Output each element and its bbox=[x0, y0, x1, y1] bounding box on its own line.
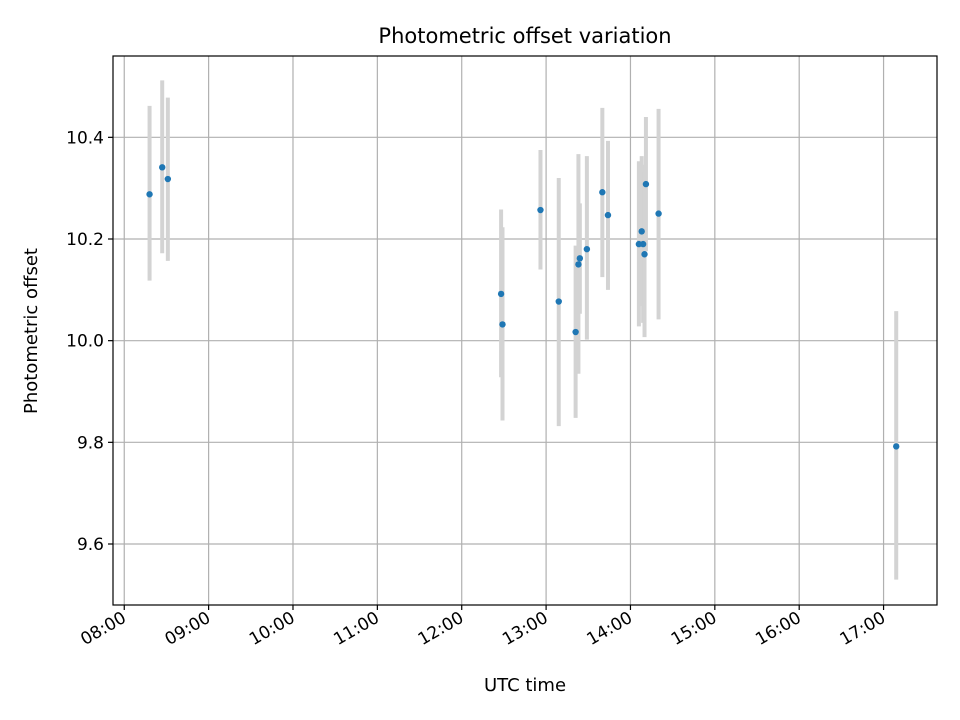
y-axis-label: Photometric offset bbox=[21, 248, 42, 414]
y-tick-label: 10.2 bbox=[66, 230, 104, 250]
data-point bbox=[638, 228, 645, 235]
data-point bbox=[555, 298, 562, 305]
chart-title: Photometric offset variation bbox=[378, 24, 671, 48]
data-point bbox=[642, 180, 650, 188]
data-point bbox=[639, 240, 647, 248]
data-point bbox=[893, 443, 900, 450]
y-tick-label: 9.8 bbox=[77, 433, 104, 453]
data-point bbox=[599, 189, 606, 196]
data-point bbox=[159, 164, 166, 171]
y-tick-label: 10.4 bbox=[66, 128, 104, 148]
y-tick-label: 10.0 bbox=[66, 332, 104, 352]
data-point bbox=[497, 290, 505, 298]
data-point bbox=[655, 210, 662, 217]
data-point bbox=[537, 206, 544, 214]
data-points bbox=[146, 164, 900, 450]
data-point bbox=[604, 211, 612, 219]
data-point bbox=[572, 328, 579, 336]
data-point bbox=[583, 245, 591, 253]
x-axis-label: UTC time bbox=[484, 675, 566, 696]
data-point bbox=[641, 251, 648, 258]
data-point bbox=[575, 261, 582, 268]
data-point bbox=[499, 321, 506, 328]
y-tick-label: 9.6 bbox=[77, 535, 104, 555]
grid-lines bbox=[113, 56, 937, 605]
data-point bbox=[146, 191, 153, 198]
plot-frame bbox=[112, 55, 938, 606]
data-point bbox=[576, 255, 584, 262]
data-point bbox=[164, 175, 172, 183]
